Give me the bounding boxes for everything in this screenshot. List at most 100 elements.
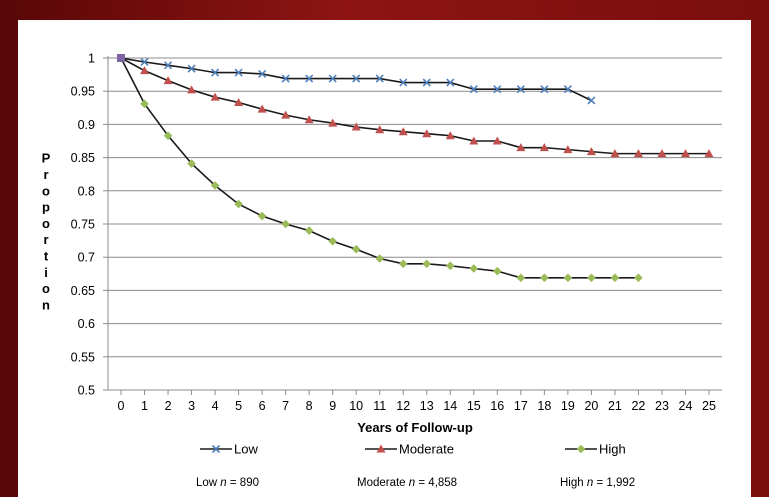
data-point-start (117, 54, 125, 62)
marker-stroke (328, 74, 337, 83)
data-point-high (422, 259, 432, 269)
y-tick-label: 1 (88, 52, 95, 66)
data-point-moderate (234, 97, 244, 106)
axes (103, 56, 722, 395)
y-axis-title-letter: p (42, 200, 50, 215)
y-tick-label: 0.95 (71, 85, 95, 99)
x-tick-label: 19 (561, 399, 575, 413)
data-point-low (140, 57, 149, 67)
marker-stroke (187, 64, 196, 73)
data-point-moderate (140, 66, 150, 75)
x-tick-label: 10 (349, 399, 363, 413)
marker-stroke (163, 61, 173, 70)
data-point-high (563, 273, 573, 283)
marker-stroke (375, 74, 384, 83)
y-tick-label: 0.85 (71, 151, 95, 165)
x-tick-label: 0 (118, 399, 125, 413)
data-point-moderate (469, 136, 479, 145)
data-point-high (328, 236, 337, 246)
data-point-high (398, 259, 408, 269)
data-point-low (469, 85, 478, 94)
x-tick-label: 20 (584, 399, 598, 413)
data-point-high (187, 159, 196, 168)
x-tick-label: 9 (329, 399, 336, 413)
x-tick-label: 13 (420, 399, 434, 413)
x-tick-label: 22 (631, 399, 645, 413)
data-point-low (211, 68, 220, 77)
data-point-low (328, 74, 337, 83)
data-point-low (422, 78, 431, 87)
y-tick-label: 0.5 (78, 384, 95, 398)
data-point-high (163, 131, 173, 140)
x-tick-label: 15 (467, 399, 481, 413)
x-tick-label: 11 (373, 399, 386, 413)
x-tick-label: 24 (679, 399, 693, 413)
data-point-low (563, 85, 572, 94)
x-tick-label: 8 (306, 399, 313, 413)
legend-item-low: Low (200, 442, 258, 457)
y-axis-title-letter: r (43, 232, 48, 247)
marker-stroke (258, 69, 267, 79)
x-tick-label: 14 (443, 399, 457, 413)
data-point-moderate (210, 92, 220, 101)
data-point-moderate (704, 149, 714, 158)
y-axis-title-letter: o (42, 281, 50, 296)
marker-stroke (493, 85, 502, 94)
marker-stroke (563, 85, 572, 94)
x-tick-label: 6 (259, 399, 266, 413)
y-tick-label: 0.8 (78, 184, 95, 198)
x-tick-label: 16 (490, 399, 504, 413)
marker-stroke (399, 78, 408, 87)
data-point-low (234, 68, 243, 77)
data-point-low (258, 69, 267, 79)
marker-stroke (422, 78, 431, 87)
y-axis-title-letter: i (44, 265, 48, 280)
y-tick-labels: 0.5 0.55 0.6 0.65 0.7 0.75 0.8 0.85 0.9 0.95 1 (71, 52, 95, 398)
y-tick-label: 0.9 (78, 118, 95, 132)
x-tick-label: 21 (608, 399, 622, 413)
gridlines (108, 57, 722, 358)
sample-size-notes: Low n = 890 Moderate n = 4,858 High n = 1,… (196, 477, 635, 489)
marker-stroke (516, 85, 525, 94)
series-high (120, 57, 643, 283)
data-point-moderate (351, 122, 361, 131)
data-point-moderate (281, 110, 291, 119)
marker-stroke (446, 78, 455, 87)
y-tick-label: 0.6 (78, 317, 95, 331)
data-point-high (587, 273, 596, 283)
y-axis-title-letter: o (42, 216, 50, 231)
data-point-moderate (610, 149, 620, 158)
data-point-high (234, 199, 243, 209)
series-moderate (120, 57, 714, 158)
sample-size-moderate: Moderate n = 4,858 (357, 477, 457, 489)
data-point-moderate (257, 104, 267, 113)
y-tick-label: 0.65 (71, 284, 95, 298)
data-point-moderate (563, 145, 573, 154)
data-point-low (305, 74, 314, 83)
series-group (117, 54, 714, 283)
legend-item-high: High (565, 442, 626, 457)
series-low (120, 57, 596, 105)
legend: Low Moderate High (200, 442, 626, 457)
sample-size-low: Low n = 890 (196, 477, 259, 489)
y-axis-title-letter: t (44, 248, 49, 263)
data-point-high (540, 273, 549, 283)
x-tick-label: 17 (514, 399, 528, 413)
y-tick-label: 0.7 (78, 251, 95, 265)
marker-stroke (281, 74, 290, 83)
data-point-moderate (586, 147, 596, 156)
marker-stroke (587, 96, 596, 105)
data-point-moderate (539, 143, 549, 152)
series-line-moderate (120, 57, 709, 155)
data-point-high (610, 273, 620, 283)
data-point-low (399, 78, 408, 87)
data-point-high (281, 219, 290, 229)
data-point-low (187, 64, 196, 73)
y-axis-title-letter: r (43, 167, 48, 182)
data-point-moderate (163, 76, 173, 85)
x-axis-title: Years of Follow-up (357, 420, 473, 435)
data-point-moderate (516, 143, 526, 152)
x-tick-label: 23 (655, 399, 669, 413)
data-point-low (281, 74, 290, 83)
